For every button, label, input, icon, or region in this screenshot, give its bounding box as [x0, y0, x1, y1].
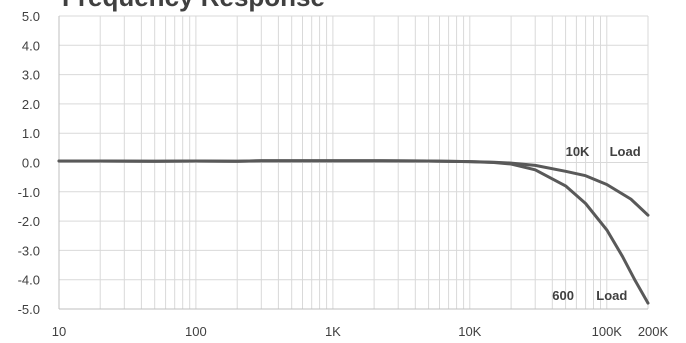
- x-tick-label: 100: [185, 324, 207, 339]
- annotation-word-1: Load: [596, 288, 627, 303]
- x-tick-label: 10K: [458, 324, 481, 339]
- x-tick-label: 1K: [325, 324, 341, 339]
- series-lines: [57, 159, 650, 305]
- y-tick-label: 1.0: [22, 126, 40, 141]
- annotation-word-0: Load: [610, 144, 641, 159]
- y-tick-label: 0.0: [22, 156, 40, 171]
- y-tick-label: -4.0: [18, 273, 40, 288]
- x-tick-label: 100K: [592, 324, 623, 339]
- series-line-0: [57, 159, 650, 217]
- annotation-number-1: 600: [552, 288, 574, 303]
- y-tick-label: 2.0: [22, 97, 40, 112]
- y-tick-label: -5.0: [18, 302, 40, 317]
- series-line-1: [57, 159, 650, 305]
- y-tick-label: -3.0: [18, 243, 40, 258]
- y-tick-label: -2.0: [18, 214, 40, 229]
- chart-title: Frequency Response: [62, 0, 325, 12]
- x-tick-label: 10: [52, 324, 66, 339]
- x-tick-labels: 10 100 1K 10K 100K 200K: [52, 324, 669, 339]
- annotations: 10K Load 600 Load: [552, 144, 640, 303]
- y-tick-label: 3.0: [22, 68, 40, 83]
- y-tick-label: 4.0: [22, 38, 40, 53]
- annotation-number-0: 10K: [566, 144, 590, 159]
- y-tick-labels: 5.0 4.0 3.0 2.0 1.0 0.0 -1.0 -2.0 -3.0 -4.0 -5.0: [18, 9, 40, 317]
- y-tick-label: 5.0: [22, 9, 40, 24]
- y-tick-label: -1.0: [18, 185, 40, 200]
- x-tick-label: 200K: [638, 324, 669, 339]
